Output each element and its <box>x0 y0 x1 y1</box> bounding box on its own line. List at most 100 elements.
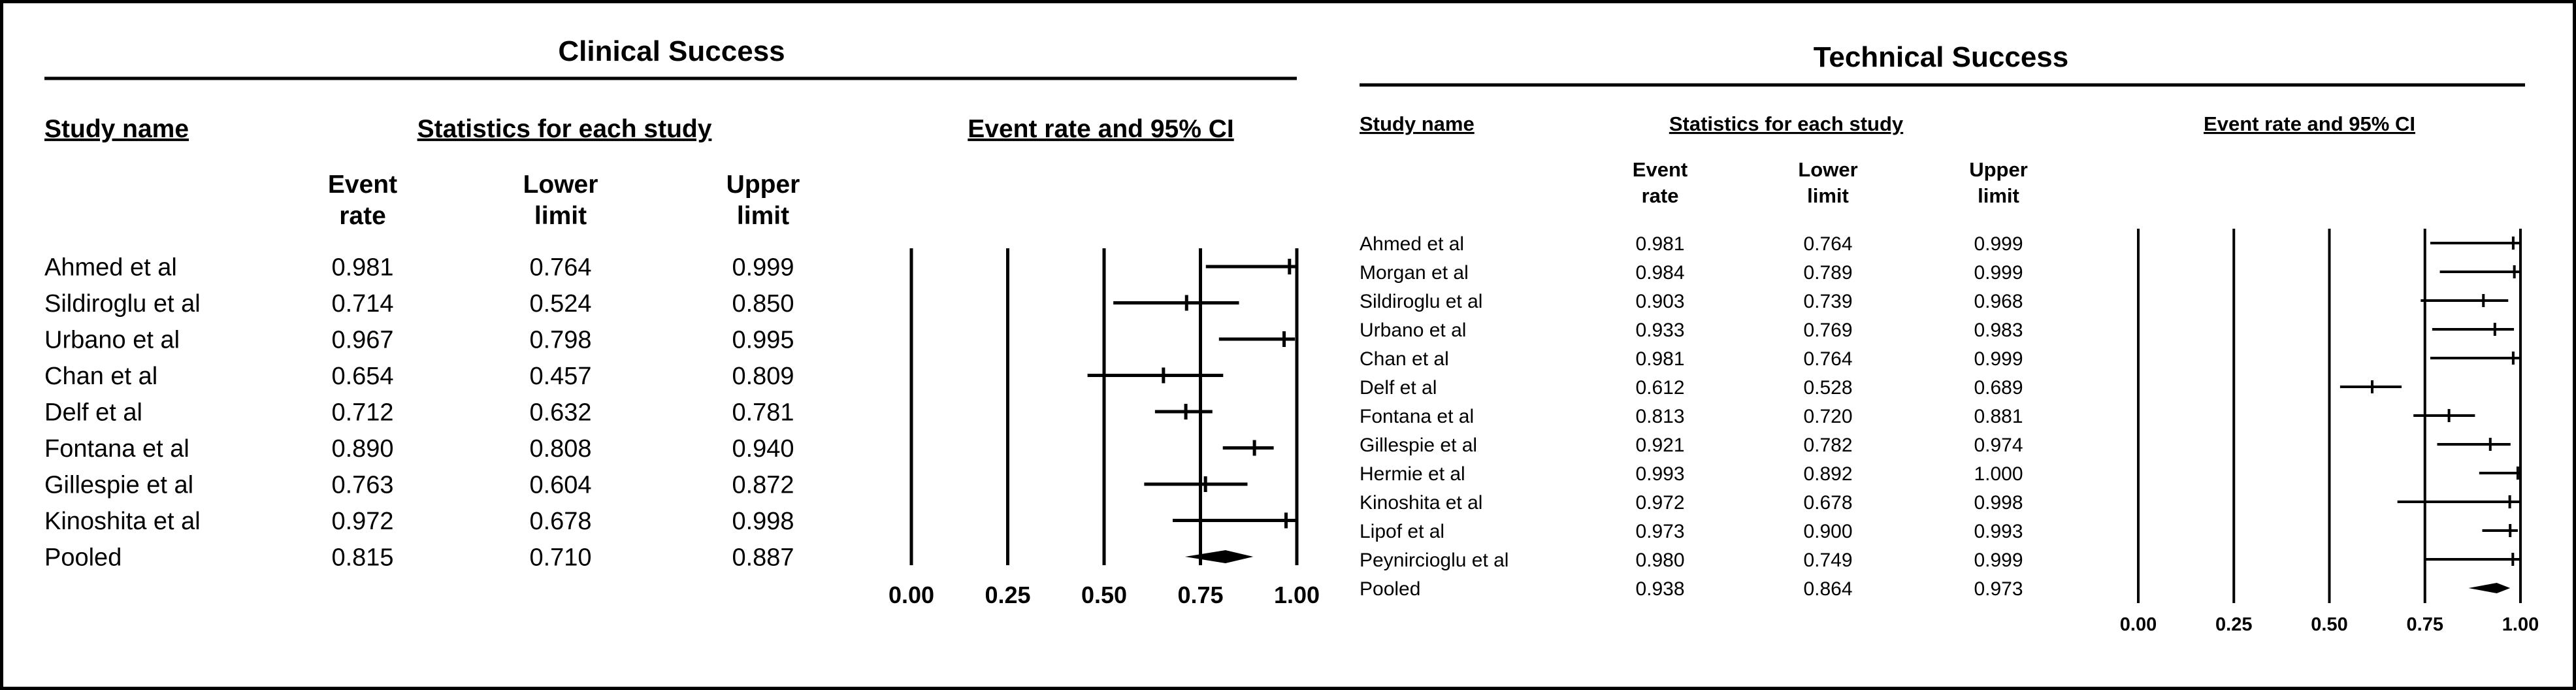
clinical-study-row-upper-limit: 0.998 <box>732 508 794 535</box>
clinical-study-row-upper-limit: 0.940 <box>732 435 794 463</box>
clinical-col-statistics: Statistics for each study <box>417 115 712 143</box>
clinical-study-row-lower-limit: 0.604 <box>529 472 591 499</box>
technical-study-row-lower-limit: 0.769 <box>1803 320 1852 341</box>
technical-study-row-name: Sildiroglu et al <box>1360 291 1482 312</box>
technical-study-row-upper-limit: 0.983 <box>1974 320 2023 341</box>
technical-col-study-name: Study name <box>1360 112 1475 135</box>
technical-study-row-event-rate: 0.921 <box>1635 435 1684 456</box>
technical-study-row-lower-limit: 0.720 <box>1803 406 1852 427</box>
clinical-pooled-row-name: Pooled <box>44 544 122 572</box>
technical-study-row-upper-limit: 0.998 <box>1974 492 2023 514</box>
clinical-study-row-name: Kinoshita et al <box>44 508 201 535</box>
clinical-study-row-event-rate: 0.890 <box>331 435 393 463</box>
technical-study-row-upper-limit: 0.993 <box>1974 521 2023 542</box>
technical-study-row-upper-limit: 1.000 <box>1974 463 2023 485</box>
clinical-study-row-event-rate: 0.712 <box>331 399 393 427</box>
technical-sub-upper-1: Upper <box>1969 158 2028 181</box>
technical-study-row-upper-limit: 0.881 <box>1974 406 2023 427</box>
clinical-x-tick-label: 0.75 <box>1177 582 1223 608</box>
clinical-pooled-diamond <box>1184 550 1254 563</box>
clinical-study-row-name: Sildiroglu et al <box>44 290 201 318</box>
technical-study-row-event-rate: 0.981 <box>1635 348 1684 370</box>
technical-study-row-lower-limit: 0.892 <box>1803 463 1852 485</box>
technical-x-tick-label: 0.50 <box>2311 614 2347 635</box>
clinical-study-row-lower-limit: 0.457 <box>529 363 591 390</box>
technical-pooled-row-upper-limit: 0.973 <box>1974 578 2023 600</box>
technical-study-row-upper-limit: 0.999 <box>1974 550 2023 571</box>
technical-study-row-event-rate: 0.993 <box>1635 463 1684 485</box>
clinical-col-study-name: Study name <box>44 115 189 143</box>
clinical-sub-event-2: rate <box>339 202 386 230</box>
technical-study-row-lower-limit: 0.739 <box>1803 291 1852 312</box>
technical-col-event-rate-ci: Event rate and 95% CI <box>2204 112 2415 135</box>
technical-study-row-lower-limit: 0.900 <box>1803 521 1852 542</box>
technical-study-row-name: Hermie et al <box>1360 463 1465 485</box>
clinical-sub-lower-2: limit <box>534 202 587 230</box>
clinical-sub-lower-1: Lower <box>523 171 598 199</box>
clinical-col-event-rate-ci: Event rate and 95% CI <box>968 115 1233 143</box>
clinical-study-row-event-rate: 0.972 <box>331 508 393 535</box>
technical-sub-event-2: rate <box>1642 184 1679 207</box>
clinical-study-row-upper-limit: 0.850 <box>732 290 794 318</box>
technical-study-row-event-rate: 0.973 <box>1635 521 1684 542</box>
technical-study-row-lower-limit: 0.789 <box>1803 262 1852 284</box>
clinical-study-row-upper-limit: 0.995 <box>732 327 794 354</box>
clinical-pooled-row-event-rate: 0.815 <box>331 544 393 572</box>
clinical-study-row-name: Gillespie et al <box>44 472 193 499</box>
technical-study-row-lower-limit: 0.678 <box>1803 492 1852 514</box>
technical-study-row-event-rate: 0.903 <box>1635 291 1684 312</box>
clinical-study-row-event-rate: 0.967 <box>331 327 393 354</box>
technical-x-tick-label: 1.00 <box>2502 614 2539 635</box>
technical-study-row-name: Morgan et al <box>1360 262 1469 284</box>
technical-study-row-upper-limit: 0.974 <box>1974 435 2023 456</box>
clinical-study-row-upper-limit: 0.999 <box>732 254 794 282</box>
clinical-success-panel: Clinical Success Study name Statistics f… <box>44 35 1320 608</box>
clinical-sub-event-1: Event <box>328 171 397 199</box>
technical-sub-upper-2: limit <box>1978 184 2019 207</box>
clinical-study-row-name: Fontana et al <box>44 435 189 463</box>
clinical-study-row-lower-limit: 0.808 <box>529 435 591 463</box>
clinical-study-row-name: Chan et al <box>44 363 157 390</box>
clinical-study-row-lower-limit: 0.632 <box>529 399 591 427</box>
technical-study-row-name: Peynircioglu et al <box>1360 550 1508 571</box>
technical-pooled-row-event-rate: 0.938 <box>1635 578 1684 600</box>
technical-sub-lower-1: Lower <box>1798 158 1857 181</box>
clinical-study-row-lower-limit: 0.678 <box>529 508 591 535</box>
technical-study-row-lower-limit: 0.764 <box>1803 233 1852 255</box>
technical-study-row-event-rate: 0.980 <box>1635 550 1684 571</box>
clinical-study-row-upper-limit: 0.872 <box>732 472 794 499</box>
clinical-sub-upper-2: limit <box>737 202 789 230</box>
clinical-study-row-lower-limit: 0.524 <box>529 290 591 318</box>
clinical-pooled-row-lower-limit: 0.710 <box>529 544 591 572</box>
technical-study-row-name: Delf et al <box>1360 377 1437 399</box>
technical-study-row-event-rate: 0.972 <box>1635 492 1684 514</box>
technical-study-row-name: Urbano et al <box>1360 320 1466 341</box>
technical-col-statistics: Statistics for each study <box>1669 112 1904 135</box>
technical-x-tick-label: 0.75 <box>2407 614 2443 635</box>
technical-study-row-lower-limit: 0.749 <box>1803 550 1852 571</box>
technical-study-row-upper-limit: 0.999 <box>1974 262 2023 284</box>
clinical-study-row-event-rate: 0.763 <box>331 472 393 499</box>
technical-study-row-upper-limit: 0.968 <box>1974 291 2023 312</box>
technical-study-row-upper-limit: 0.689 <box>1974 377 2023 399</box>
clinical-table-rows: Ahmed et al 0.981 0.764 0.999 Sildiroglu et … <box>44 254 794 572</box>
clinical-x-tick-label: 0.25 <box>985 582 1030 608</box>
technical-sub-lower-2: limit <box>1807 184 1849 207</box>
clinical-x-tick-label: 0.50 <box>1081 582 1127 608</box>
clinical-forest-plot: 0.00 0.25 0.50 0.75 1.00 <box>889 248 1320 608</box>
clinical-study-row-name: Ahmed et al <box>44 254 177 282</box>
technical-study-row-name: Chan et al <box>1360 348 1449 370</box>
clinical-sub-upper-1: Upper <box>726 171 800 199</box>
technical-x-tick-label: 0.25 <box>2215 614 2252 635</box>
technical-study-row-lower-limit: 0.528 <box>1803 377 1852 399</box>
technical-panel-title: Technical Success <box>1814 41 2069 73</box>
clinical-x-tick-label: 1.00 <box>1274 582 1320 608</box>
technical-pooled-diamond <box>2468 583 2511 593</box>
technical-study-row-name: Kinoshita et al <box>1360 492 1482 514</box>
technical-study-row-event-rate: 0.981 <box>1635 233 1684 255</box>
technical-study-row-upper-limit: 0.999 <box>1974 348 2023 370</box>
technical-study-row-name: Gillespie et al <box>1360 435 1477 456</box>
clinical-pooled-row-upper-limit: 0.887 <box>732 544 794 572</box>
technical-study-row-event-rate: 0.813 <box>1635 406 1684 427</box>
